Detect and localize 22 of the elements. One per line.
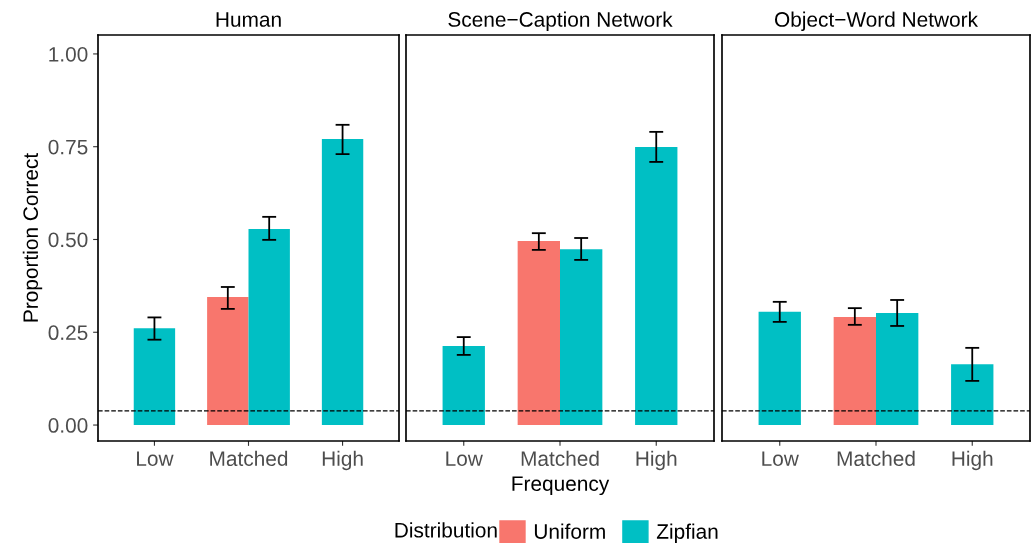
chart-title: Human [216, 12, 281, 27]
x-tick-label: Matched [210, 450, 288, 467]
y-tick-label: 0.75 [48, 139, 88, 155]
y-tick-label: 1.00 [49, 46, 88, 62]
legend-title: Distribution [395, 522, 497, 538]
x-tick-label: High [636, 450, 677, 471]
chart-title: Scene−Caption Network [448, 11, 673, 31]
chart-title: Object−Word Network [775, 11, 979, 31]
x-tick-label: Low [137, 451, 174, 467]
x-tick-label: Low [762, 451, 799, 467]
legend-label: Uniform [534, 523, 605, 539]
x-tick-label: High [952, 450, 993, 471]
x-tick-label: Matched [837, 450, 915, 467]
x-tick-label: Low [446, 451, 483, 467]
y-axis-title: Proportion Correct [22, 153, 43, 322]
x-axis-title: Frequency [512, 476, 610, 496]
y-tick-label: 0.00 [48, 418, 88, 433]
legend-label: Zipfian [656, 523, 718, 544]
y-tick-label: 0.25 [48, 325, 88, 341]
y-tick-label: 0.50 [48, 232, 88, 248]
x-tick-label: High [322, 450, 363, 471]
x-tick-label: Matched [521, 450, 599, 467]
